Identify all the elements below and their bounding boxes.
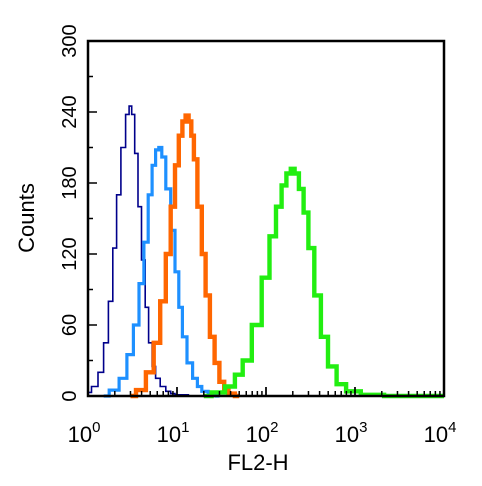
y-tick-label: 180 bbox=[59, 166, 81, 199]
x-tick-label: 104 bbox=[424, 419, 457, 447]
y-tick-label: 240 bbox=[59, 95, 81, 128]
x-tick-label: 100 bbox=[68, 419, 101, 447]
series-line-4 bbox=[203, 166, 444, 399]
x-tick-label: 101 bbox=[157, 419, 190, 447]
y-axis-ticks: 0 60 120 180 240 300 bbox=[59, 24, 97, 402]
x-tick-label: 102 bbox=[246, 419, 279, 447]
series-line-3 bbox=[130, 113, 240, 399]
y-tick-label: 300 bbox=[59, 24, 81, 57]
series-line-1 bbox=[88, 105, 204, 397]
y-tick-label: 120 bbox=[59, 237, 81, 270]
series-line-2 bbox=[103, 145, 220, 398]
y-axis-title: Counts bbox=[14, 183, 39, 253]
x-tick-label: 103 bbox=[335, 419, 368, 447]
plot-lines bbox=[88, 105, 444, 399]
x-axis-title: FL2-H bbox=[227, 450, 288, 475]
y-tick-label: 0 bbox=[59, 390, 81, 401]
x-axis-ticks: 100 101 102 103 104 bbox=[68, 387, 457, 447]
y-tick-label: 60 bbox=[59, 314, 81, 336]
